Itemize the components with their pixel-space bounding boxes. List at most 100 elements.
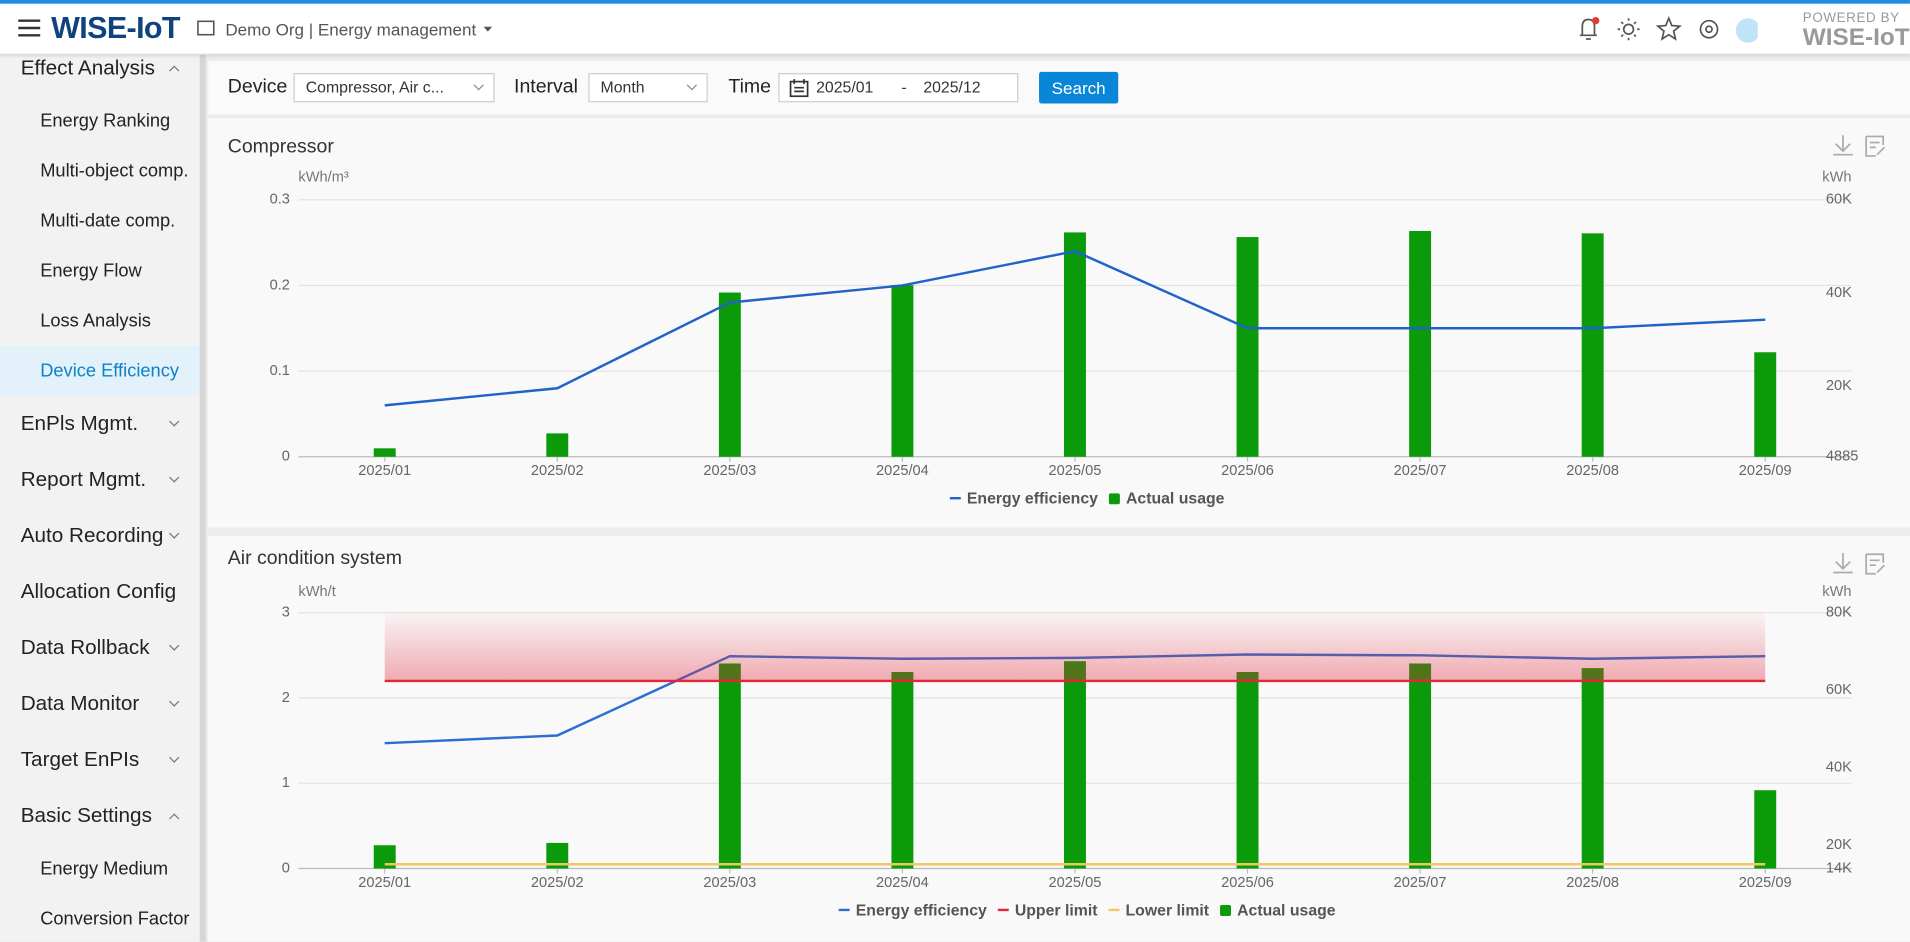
chevron[interactable]	[169, 416, 180, 427]
nav-label[interactable]: Auto Recording	[20, 523, 164, 547]
legend-label: Upper limit	[1015, 902, 1098, 919]
download-icon[interactable]	[1833, 135, 1853, 156]
sidebar: Effect Analysis Energy Ranking Multi-objec…	[0, 53, 200, 942]
top-accent	[0, 0, 1910, 4]
nav-item[interactable]: Energy Flow	[0, 246, 200, 296]
chevron[interactable]	[169, 752, 180, 763]
nav-label[interactable]: Target EnPIs	[20, 747, 140, 772]
x-tick-label: 2025/08	[1566, 463, 1619, 479]
nav-item[interactable]: EnPls Mgmt.	[0, 396, 200, 452]
device-label: Device	[227, 76, 288, 98]
nav-label[interactable]: Basic Settings	[20, 803, 152, 828]
chevron[interactable]	[169, 696, 180, 707]
bar	[891, 672, 914, 869]
nav-item[interactable]: Device Efficiency	[0, 345, 200, 396]
x-tick-label: 2025/09	[1739, 463, 1792, 479]
nav-item[interactable]: Energy Medium	[0, 844, 200, 894]
nav-label[interactable]: Energy Ranking	[40, 110, 171, 132]
nav-label[interactable]: EnPls Mgmt.	[20, 411, 139, 435]
data-view-icon[interactable]	[1865, 135, 1886, 157]
nav-label[interactable]: Multi-object comp.	[40, 160, 189, 182]
legend-item[interactable]: Actual usage	[1108, 491, 1225, 508]
legend-label: Energy efficiency	[856, 902, 987, 919]
device-value: Compressor, Air c...	[305, 77, 444, 97]
date-range[interactable]: 2025/01 - 2025/12	[778, 73, 1019, 103]
y-tick-label: 1	[282, 775, 290, 791]
nav-label[interactable]: Loss Analysis	[40, 310, 151, 332]
bar	[1581, 668, 1604, 869]
nav-label[interactable]: Data Rollback	[20, 635, 150, 659]
nav-label[interactable]: Energy Medium	[40, 858, 169, 880]
nav-item[interactable]: Energy Ranking	[0, 96, 200, 146]
theme-rays	[1617, 18, 1640, 41]
bar	[1581, 233, 1604, 457]
org-name[interactable]: Demo Org | Energy management	[225, 19, 477, 39]
nav-label[interactable]: Device Efficiency	[40, 360, 179, 382]
interval-label: Interval	[514, 76, 578, 98]
nav-item[interactable]: Multi-object comp.	[0, 146, 200, 196]
nav-item[interactable]: Allocation Config	[0, 564, 200, 620]
data-view-icon[interactable]	[1865, 553, 1886, 575]
menu-icon[interactable]	[17, 17, 41, 39]
legend-item[interactable]: Energy efficiency	[949, 491, 1098, 508]
nav-item[interactable]: Data Rollback	[0, 620, 200, 676]
legend-item[interactable]: Energy efficiency	[838, 902, 987, 919]
nav-item[interactable]: Basic Settings	[0, 788, 200, 844]
nav-label[interactable]: Report Mgmt.	[20, 467, 147, 491]
legend-item[interactable]: Upper limit	[997, 902, 1098, 919]
legend-item[interactable]: Actual usage	[1220, 902, 1336, 919]
nav-item[interactable]: Multi-date comp.	[0, 196, 200, 246]
legend-label: Energy efficiency	[967, 491, 1098, 508]
search-button[interactable]: Search	[1039, 71, 1119, 104]
settings-icon[interactable]	[1699, 19, 1719, 39]
x-tick-label: 2025/03	[703, 875, 756, 891]
nav-item[interactable]: Auto Recording	[0, 508, 200, 564]
bell-icon[interactable]	[1579, 18, 1597, 40]
nav-label[interactable]: Conversion Factor	[40, 908, 190, 930]
bar	[1754, 352, 1777, 457]
bar	[1409, 663, 1432, 869]
org-selector[interactable]: Demo Org | Energy management	[225, 19, 495, 39]
legend-item[interactable]: Lower limit	[1108, 902, 1210, 919]
chevron[interactable]	[169, 472, 180, 483]
nav-label[interactable]: Effect Analysis	[20, 56, 156, 80]
nav-item[interactable]: Loss Analysis	[0, 296, 200, 346]
bar	[1064, 232, 1086, 457]
y-axis-unit: kWh/t	[298, 584, 335, 600]
nav-item[interactable]: Report Mgmt.	[0, 452, 200, 508]
nav-item[interactable]: Target EnPIs	[0, 732, 200, 788]
device-select[interactable]: Compressor, Air c...	[293, 73, 495, 103]
nav-label[interactable]: Allocation Config	[20, 579, 177, 603]
start-date[interactable]: 2025/01	[816, 77, 874, 97]
nav-item[interactable]: Data Monitor	[0, 676, 200, 732]
logo[interactable]: WISE-IoT	[51, 10, 180, 46]
theme-icon[interactable]	[1622, 23, 1635, 35]
user-avatar[interactable]	[1735, 18, 1758, 43]
interval-select[interactable]: Month	[588, 73, 708, 103]
nav-label[interactable]: Data Monitor	[20, 691, 140, 716]
end-date[interactable]: 2025/12	[923, 77, 981, 97]
x-tick-label: 2025/06	[1221, 875, 1274, 891]
brand: WISE-IoT	[1802, 24, 1910, 52]
chevron[interactable]	[169, 65, 180, 76]
bar	[546, 842, 569, 869]
nav-item[interactable]: Effect Analysis	[0, 54, 200, 97]
legend-label: Lower limit	[1126, 902, 1210, 919]
nav-label[interactable]: Multi-date comp.	[40, 210, 176, 232]
nav-item[interactable]: Conversion Factor	[0, 894, 200, 942]
legend: Energy efficiency Upper limit Lower limit A…	[838, 902, 1336, 919]
legend-swatch	[1220, 905, 1231, 917]
star-icon[interactable]	[1655, 16, 1682, 41]
chevron[interactable]	[169, 528, 180, 539]
scrollbar[interactable]	[199, 53, 206, 942]
x-tick-label: 2025/05	[1049, 463, 1102, 479]
y-tick-label: 0	[282, 449, 290, 465]
chevron[interactable]	[169, 640, 180, 651]
download-icon[interactable]	[1833, 553, 1853, 574]
x-tick-label: 2025/04	[876, 463, 929, 479]
y2-tick-label: 60K	[1826, 682, 1852, 698]
nav-label[interactable]: Energy Flow	[40, 260, 142, 282]
y-tick-label: 3	[282, 605, 290, 621]
chevron[interactable]	[169, 813, 180, 824]
